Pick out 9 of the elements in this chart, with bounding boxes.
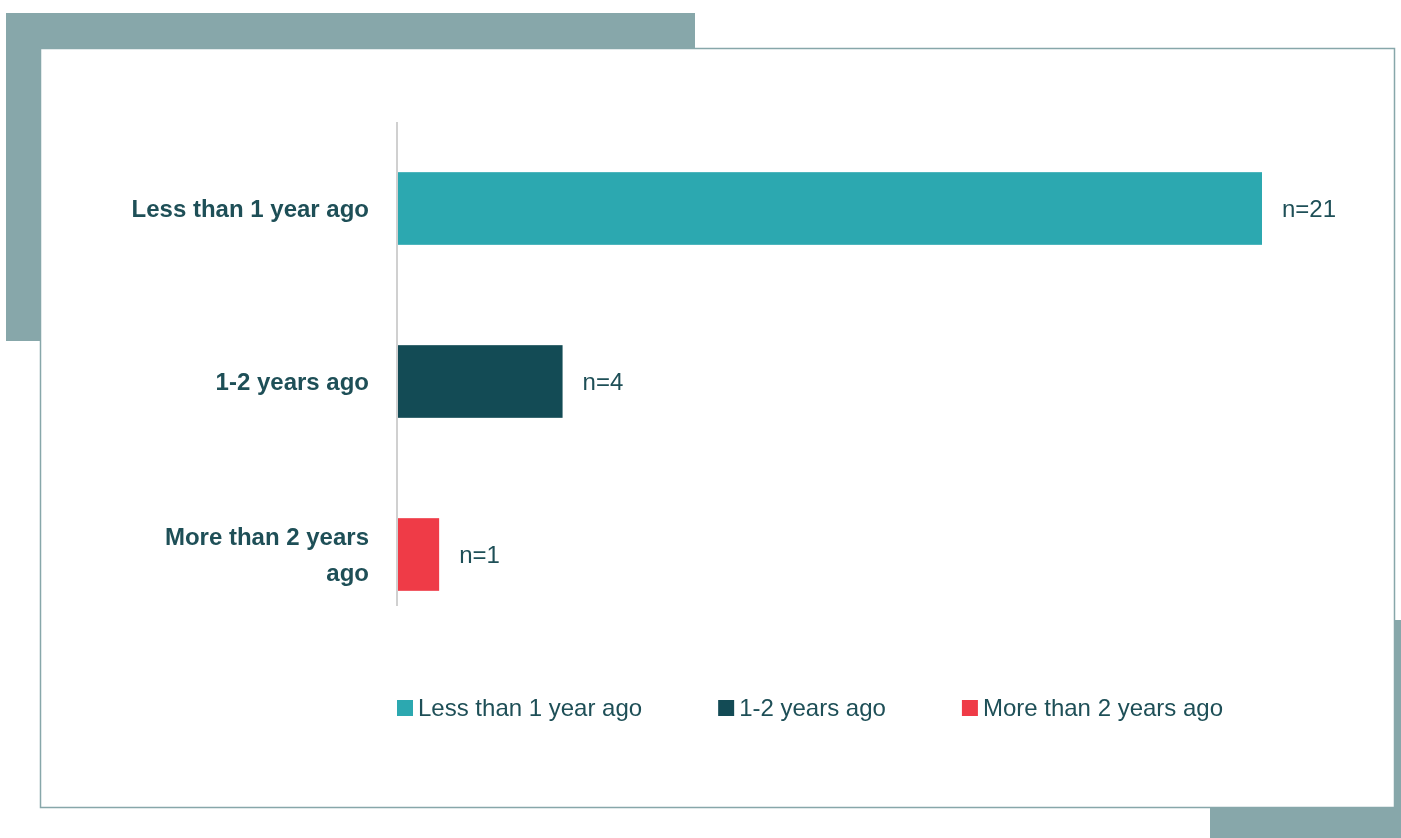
data-label: n=21 xyxy=(1282,194,1337,222)
data-label: n=1 xyxy=(459,540,500,568)
legend-label: 1-2 years ago xyxy=(739,694,886,722)
y-tick-label: More than 2 years ago xyxy=(164,522,369,586)
legend-label: More than 2 years ago xyxy=(982,694,1224,722)
data-label: n=4 xyxy=(582,367,624,395)
y-tick-label: 1-2 years ago xyxy=(215,367,369,395)
legend-label: Less than 1 year ago xyxy=(418,694,643,722)
y-tick-label: Less than 1 year ago xyxy=(131,194,369,222)
